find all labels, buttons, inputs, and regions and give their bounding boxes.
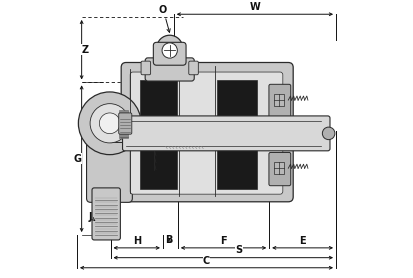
Circle shape	[162, 43, 177, 58]
Text: E: E	[299, 236, 306, 246]
Bar	[217, 80, 257, 119]
Bar	[274, 94, 285, 106]
Text: S: S	[236, 245, 243, 255]
FancyBboxPatch shape	[121, 126, 293, 202]
Text: H: H	[133, 236, 141, 246]
FancyBboxPatch shape	[119, 113, 132, 134]
FancyBboxPatch shape	[269, 152, 291, 186]
Circle shape	[78, 92, 141, 155]
Text: O: O	[159, 5, 167, 15]
FancyBboxPatch shape	[130, 137, 283, 194]
FancyBboxPatch shape	[92, 188, 120, 240]
Bar	[274, 162, 285, 174]
Bar	[140, 80, 176, 119]
Text: J: J	[88, 212, 92, 222]
Bar	[140, 149, 176, 189]
FancyBboxPatch shape	[110, 124, 130, 142]
Text: Z: Z	[82, 45, 89, 55]
FancyBboxPatch shape	[153, 42, 186, 65]
Bar	[217, 149, 257, 189]
FancyBboxPatch shape	[269, 84, 291, 118]
Text: K: K	[99, 107, 106, 117]
FancyBboxPatch shape	[123, 116, 330, 151]
FancyBboxPatch shape	[87, 116, 132, 202]
Text: B: B	[165, 235, 172, 245]
Text: G: G	[74, 154, 82, 164]
FancyBboxPatch shape	[189, 61, 198, 75]
FancyBboxPatch shape	[121, 63, 293, 136]
Circle shape	[157, 35, 183, 61]
Circle shape	[323, 127, 335, 140]
Circle shape	[90, 104, 129, 143]
Text: F: F	[220, 236, 227, 246]
Text: W: W	[250, 2, 261, 12]
Text: liftingsafety.co.uk: liftingsafety.co.uk	[200, 119, 279, 152]
Bar	[119, 110, 128, 138]
FancyBboxPatch shape	[145, 58, 194, 81]
FancyBboxPatch shape	[141, 61, 151, 75]
Text: C: C	[203, 255, 210, 265]
Circle shape	[100, 113, 120, 134]
FancyBboxPatch shape	[130, 72, 283, 129]
